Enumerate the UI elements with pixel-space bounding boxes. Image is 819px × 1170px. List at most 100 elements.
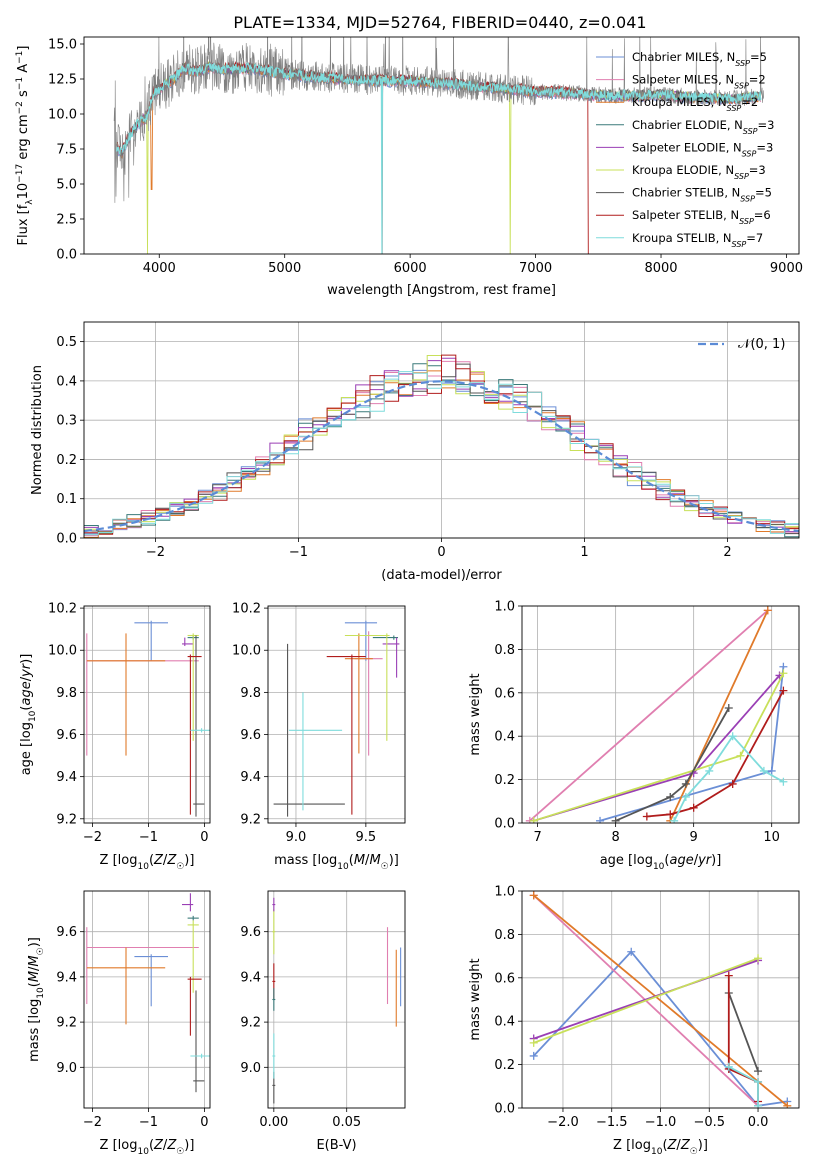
weight-marker [529, 816, 538, 823]
label-part: age [19, 681, 34, 705]
tick-label-y: 9.4 [240, 770, 261, 785]
legend-value: =5 [755, 186, 772, 200]
tick-label-y: 9.6 [56, 925, 77, 940]
legend-value: =3 [749, 163, 766, 177]
label-part: mass [log [274, 853, 337, 868]
label-part: / [694, 853, 699, 868]
label-part: )] [27, 937, 42, 947]
weight-marker [754, 1067, 763, 1076]
axes-residual-histogram: −2 −1 0 1 2 0.0 0.1 0.2 0.3 0.4 0.5 𝒩(0, 1) (data-mo… [30, 321, 800, 583]
label-part: yr [697, 853, 713, 868]
weight-line-kroupa-miles [669, 609, 769, 822]
tick-label-y: 9.6 [240, 728, 261, 743]
tick-label-y: 9.8 [240, 686, 261, 701]
weight-marker [763, 606, 772, 615]
x-axis-label: mass [log10(M/M☉)] [274, 853, 399, 872]
tick-label-y: 7.5 [56, 143, 77, 158]
legend-value: =5 [750, 50, 767, 64]
x-axis-label: Z [log10(Z/Z☉)] [100, 1138, 195, 1157]
label-part: ( [19, 706, 34, 711]
histogram-kroupa-stelib [84, 371, 799, 536]
label-part: / [163, 853, 168, 868]
tick-label-x: 0 [200, 1115, 208, 1130]
label-part: ( [662, 1138, 667, 1153]
tick-label-x: 0.05 [332, 1115, 361, 1130]
weight-marker [666, 792, 675, 801]
tick-label-x: −2.0 [547, 1115, 579, 1130]
label-part: yr [19, 662, 34, 678]
weight-marker [611, 816, 620, 823]
legend-sub: SSP [727, 104, 742, 113]
normal-curve [84, 380, 799, 533]
plot-area [272, 897, 402, 1104]
y-axis-label: age [log10(age/yr)] [19, 654, 38, 776]
tick-label-x: −2 [146, 545, 165, 560]
tick-label-x: −1.0 [645, 1115, 677, 1130]
tick-label-y: 2.5 [56, 213, 77, 228]
label-part: M [27, 971, 42, 982]
tick-label-x: 0.0 [748, 1115, 769, 1130]
label-part: ☉ [690, 1147, 698, 1157]
y-axis-label: Flux [fλ10−17 erg cm−2 s−1 A−1] [15, 46, 35, 246]
label-part: / [365, 853, 370, 868]
legend-sub: SSP [740, 194, 755, 203]
weight-marker [681, 792, 690, 801]
label-part: s [16, 90, 31, 101]
label-part: age [log [600, 853, 653, 868]
weight-line-kroupa-miles [533, 894, 788, 1107]
legend-value: =3 [758, 118, 775, 132]
label-part: 10 [137, 1147, 149, 1157]
legend-sub: SSP [742, 149, 757, 158]
label-part: )] [19, 654, 34, 664]
tick-label-y: 5.0 [56, 178, 77, 193]
legend-sub: SSP [735, 59, 750, 68]
label-part: Flux [f [16, 204, 31, 245]
weight-marker [779, 669, 788, 678]
weight-marker [759, 766, 768, 775]
tick-label-y: 9.6 [240, 925, 261, 940]
label-part: 10 [651, 1147, 663, 1157]
axes-mass-weight-vs-Z: −2.0 −1.5 −1.0 −0.5 0.0 0.0 0.2 0.4 0.6 0.8 1.0 Z [… [468, 885, 800, 1157]
tick-label-y: 10.0 [48, 108, 77, 123]
weight-marker [754, 1101, 763, 1108]
label-part: 10 [36, 987, 46, 999]
legend-text: Kroupa MILES, N [632, 95, 727, 109]
weight-marker [779, 686, 788, 695]
tick-label-x: −0.5 [693, 1115, 725, 1130]
frame [83, 605, 211, 824]
legend-sub: SSP [743, 126, 758, 135]
weight-line-kroupa-elodie [533, 957, 759, 1044]
legend-label: 𝒩(0, 1) [738, 337, 785, 352]
weight-line-salpeter-elodie [533, 959, 759, 1040]
tick-label-y: 9.0 [56, 1061, 77, 1076]
frame [267, 605, 406, 824]
tick-label-y: 0.0 [494, 817, 515, 832]
tick-label-x: 9000 [770, 261, 803, 276]
label-part: M [369, 853, 380, 868]
weight-line-salpeter-miles [529, 609, 769, 822]
label-part: / [19, 676, 34, 681]
tick-label-x: −1 [139, 830, 158, 845]
frame [83, 890, 211, 1109]
weight-marker [705, 766, 714, 775]
weight-line-chabrier-miles [599, 666, 785, 822]
legend-text: Chabrier ELODIE, N [632, 118, 743, 132]
tick-label-x: 7000 [519, 261, 552, 276]
weight-marker [596, 816, 605, 823]
label-part: −1 [15, 51, 25, 64]
tick-label-x: 9.0 [286, 830, 307, 845]
label-part: / [27, 966, 42, 971]
tick-label-y: 0.8 [494, 928, 515, 943]
spectrum-model-kroupa-stelib [116, 61, 762, 254]
label-part: 10 [16, 183, 31, 200]
label-part: ] [16, 46, 31, 51]
label-part: ( [27, 982, 42, 987]
legend-text: Kroupa STELIB, N [632, 231, 732, 245]
tick-label-x: −2 [83, 830, 102, 845]
weight-marker [754, 954, 763, 963]
label-part: Z [680, 1138, 691, 1153]
legend-sub: SSP [734, 172, 749, 181]
tick-label-y: 0.6 [494, 686, 515, 701]
